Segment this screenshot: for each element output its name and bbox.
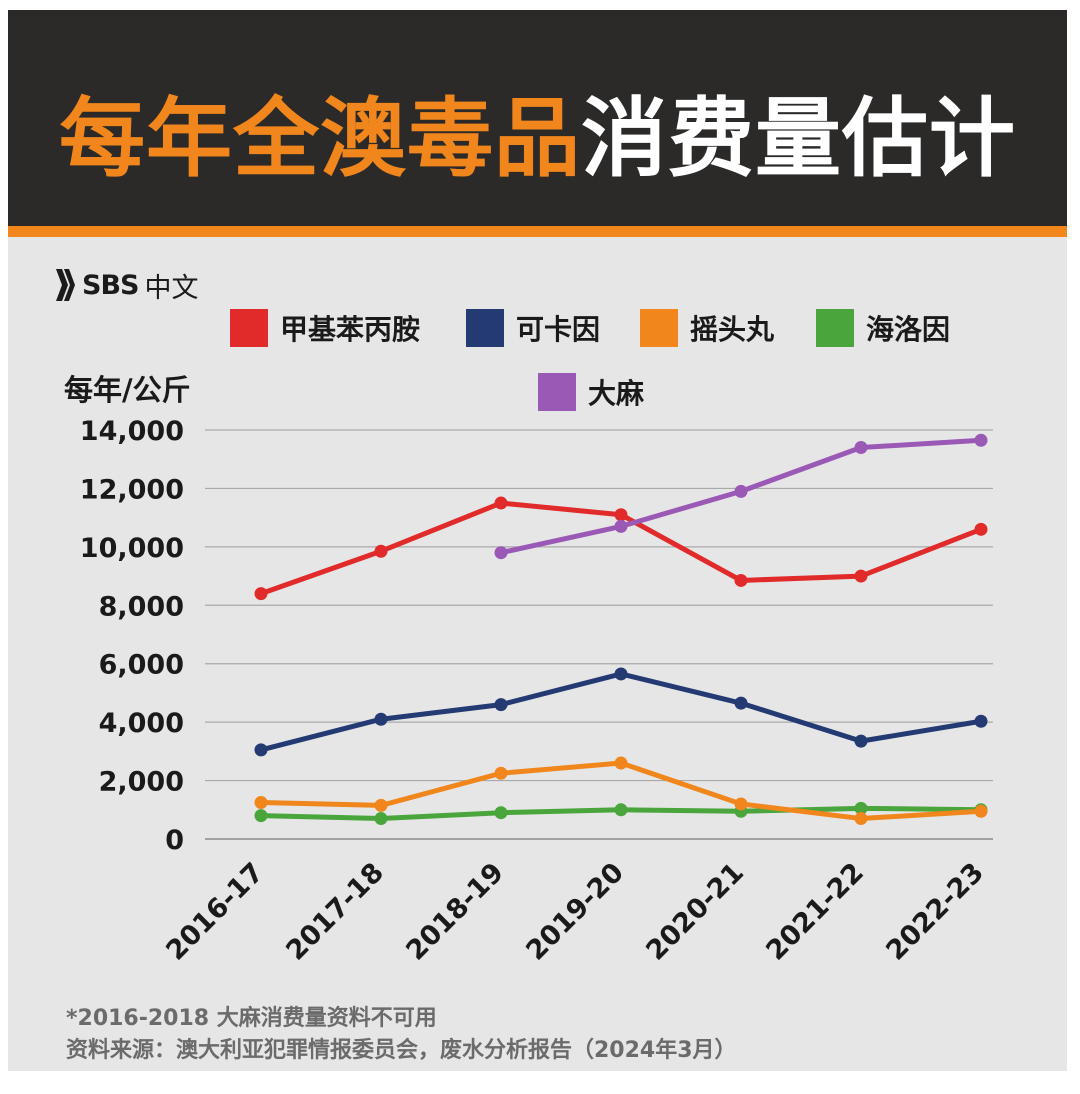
legend-swatch-heroin xyxy=(816,309,854,347)
logo-brand: SBS xyxy=(82,269,139,301)
legend-item-heroin: 海洛因 xyxy=(816,308,950,348)
legend-swatch-mdma xyxy=(640,309,678,347)
data-point xyxy=(854,734,868,748)
data-point xyxy=(974,433,988,447)
title-rest: 消费量估计 xyxy=(581,89,1016,189)
x-tick-label: 2017-18 xyxy=(280,857,390,967)
data-point xyxy=(854,441,868,455)
y-tick-label: 10,000 xyxy=(80,533,184,564)
legend-swatch-cocaine xyxy=(466,309,504,347)
x-tick-label: 2022-23 xyxy=(880,857,990,967)
y-tick-label: 2,000 xyxy=(99,767,184,798)
footnote-cannabis: *2016-2018 大麻消费量资料不可用 xyxy=(66,1006,437,1031)
x-tick-label: 2020-21 xyxy=(640,857,750,967)
data-point xyxy=(374,812,388,826)
data-point xyxy=(254,743,268,757)
data-point xyxy=(494,766,508,780)
y-tick-label: 4,000 xyxy=(99,708,184,739)
data-point xyxy=(614,508,628,522)
data-point xyxy=(854,812,868,826)
line-chart: 0 2,000 4,000 6,000 8,000 10,000 12,000 14,000 2… xyxy=(80,416,993,967)
legend-label-heroin: 海洛因 xyxy=(866,313,951,346)
data-point xyxy=(734,484,748,498)
data-point xyxy=(254,795,268,809)
legend-item-mdma: 摇头丸 xyxy=(640,308,774,348)
data-point xyxy=(974,714,988,728)
y-tick-label: 8,000 xyxy=(99,591,184,622)
data-point xyxy=(974,522,988,536)
page-title: 每年全澳毒品消费量估计 xyxy=(8,68,1067,193)
data-point xyxy=(374,712,388,726)
y-tick-label: 14,000 xyxy=(80,416,184,447)
data-point xyxy=(494,806,508,820)
data-point xyxy=(494,546,508,560)
header-divider xyxy=(8,226,1067,237)
data-point xyxy=(254,587,268,601)
legend-label-meth: 甲基苯丙胺 xyxy=(280,313,421,346)
data-point xyxy=(614,519,628,533)
data-point xyxy=(614,756,628,770)
legend-item-cocaine: 可卡因 xyxy=(466,308,600,348)
data-point xyxy=(854,569,868,583)
logo-language: 中文 xyxy=(144,272,199,304)
sbs-logo: SBS 中文 xyxy=(52,265,198,305)
data-point xyxy=(374,544,388,558)
legend-label-mdma: 摇头丸 xyxy=(690,313,775,346)
x-tick-label: 2016-17 xyxy=(160,857,270,967)
legend-swatch-meth xyxy=(230,309,268,347)
y-tick-label: 6,000 xyxy=(99,650,184,681)
y-tick-label: 0 xyxy=(165,825,184,856)
series-line xyxy=(258,671,984,753)
x-tick-label: 2018-19 xyxy=(400,857,510,967)
sbs-wave-icon xyxy=(56,269,75,301)
data-point xyxy=(494,698,508,712)
data-point xyxy=(854,801,868,815)
y-axis-label: 每年/公斤 xyxy=(64,373,191,407)
data-point xyxy=(734,573,748,587)
legend-item-meth: 甲基苯丙胺 xyxy=(230,308,420,348)
footnote-source: 资料来源：澳大利亚犯罪情报委员会，废水分析报告（2024年3月） xyxy=(66,1038,737,1063)
infographic-card: 每年全澳毒品消费量估计 SBS 中文 甲基苯丙胺 可卡因 摇头丸 海洛因 大麻 … xyxy=(8,10,1067,1071)
data-point xyxy=(374,798,388,812)
x-tick-label: 2021-22 xyxy=(760,857,870,967)
data-point xyxy=(974,804,988,818)
legend-label-cocaine: 可卡因 xyxy=(516,313,601,346)
header-banner: 每年全澳毒品消费量估计 xyxy=(8,10,1067,226)
y-tick-label: 12,000 xyxy=(80,474,184,505)
data-point xyxy=(494,496,508,510)
legend-label-cannabis: 大麻 xyxy=(588,377,645,410)
data-point xyxy=(734,696,748,710)
data-point xyxy=(614,667,628,681)
legend-item-cannabis: 大麻 xyxy=(538,372,644,412)
title-highlight: 每年全澳毒品 xyxy=(59,89,581,189)
data-point xyxy=(254,809,268,823)
x-tick-label: 2019-20 xyxy=(520,857,630,967)
legend-swatch-cannabis xyxy=(538,373,576,411)
data-point xyxy=(734,797,748,811)
data-point xyxy=(614,803,628,817)
